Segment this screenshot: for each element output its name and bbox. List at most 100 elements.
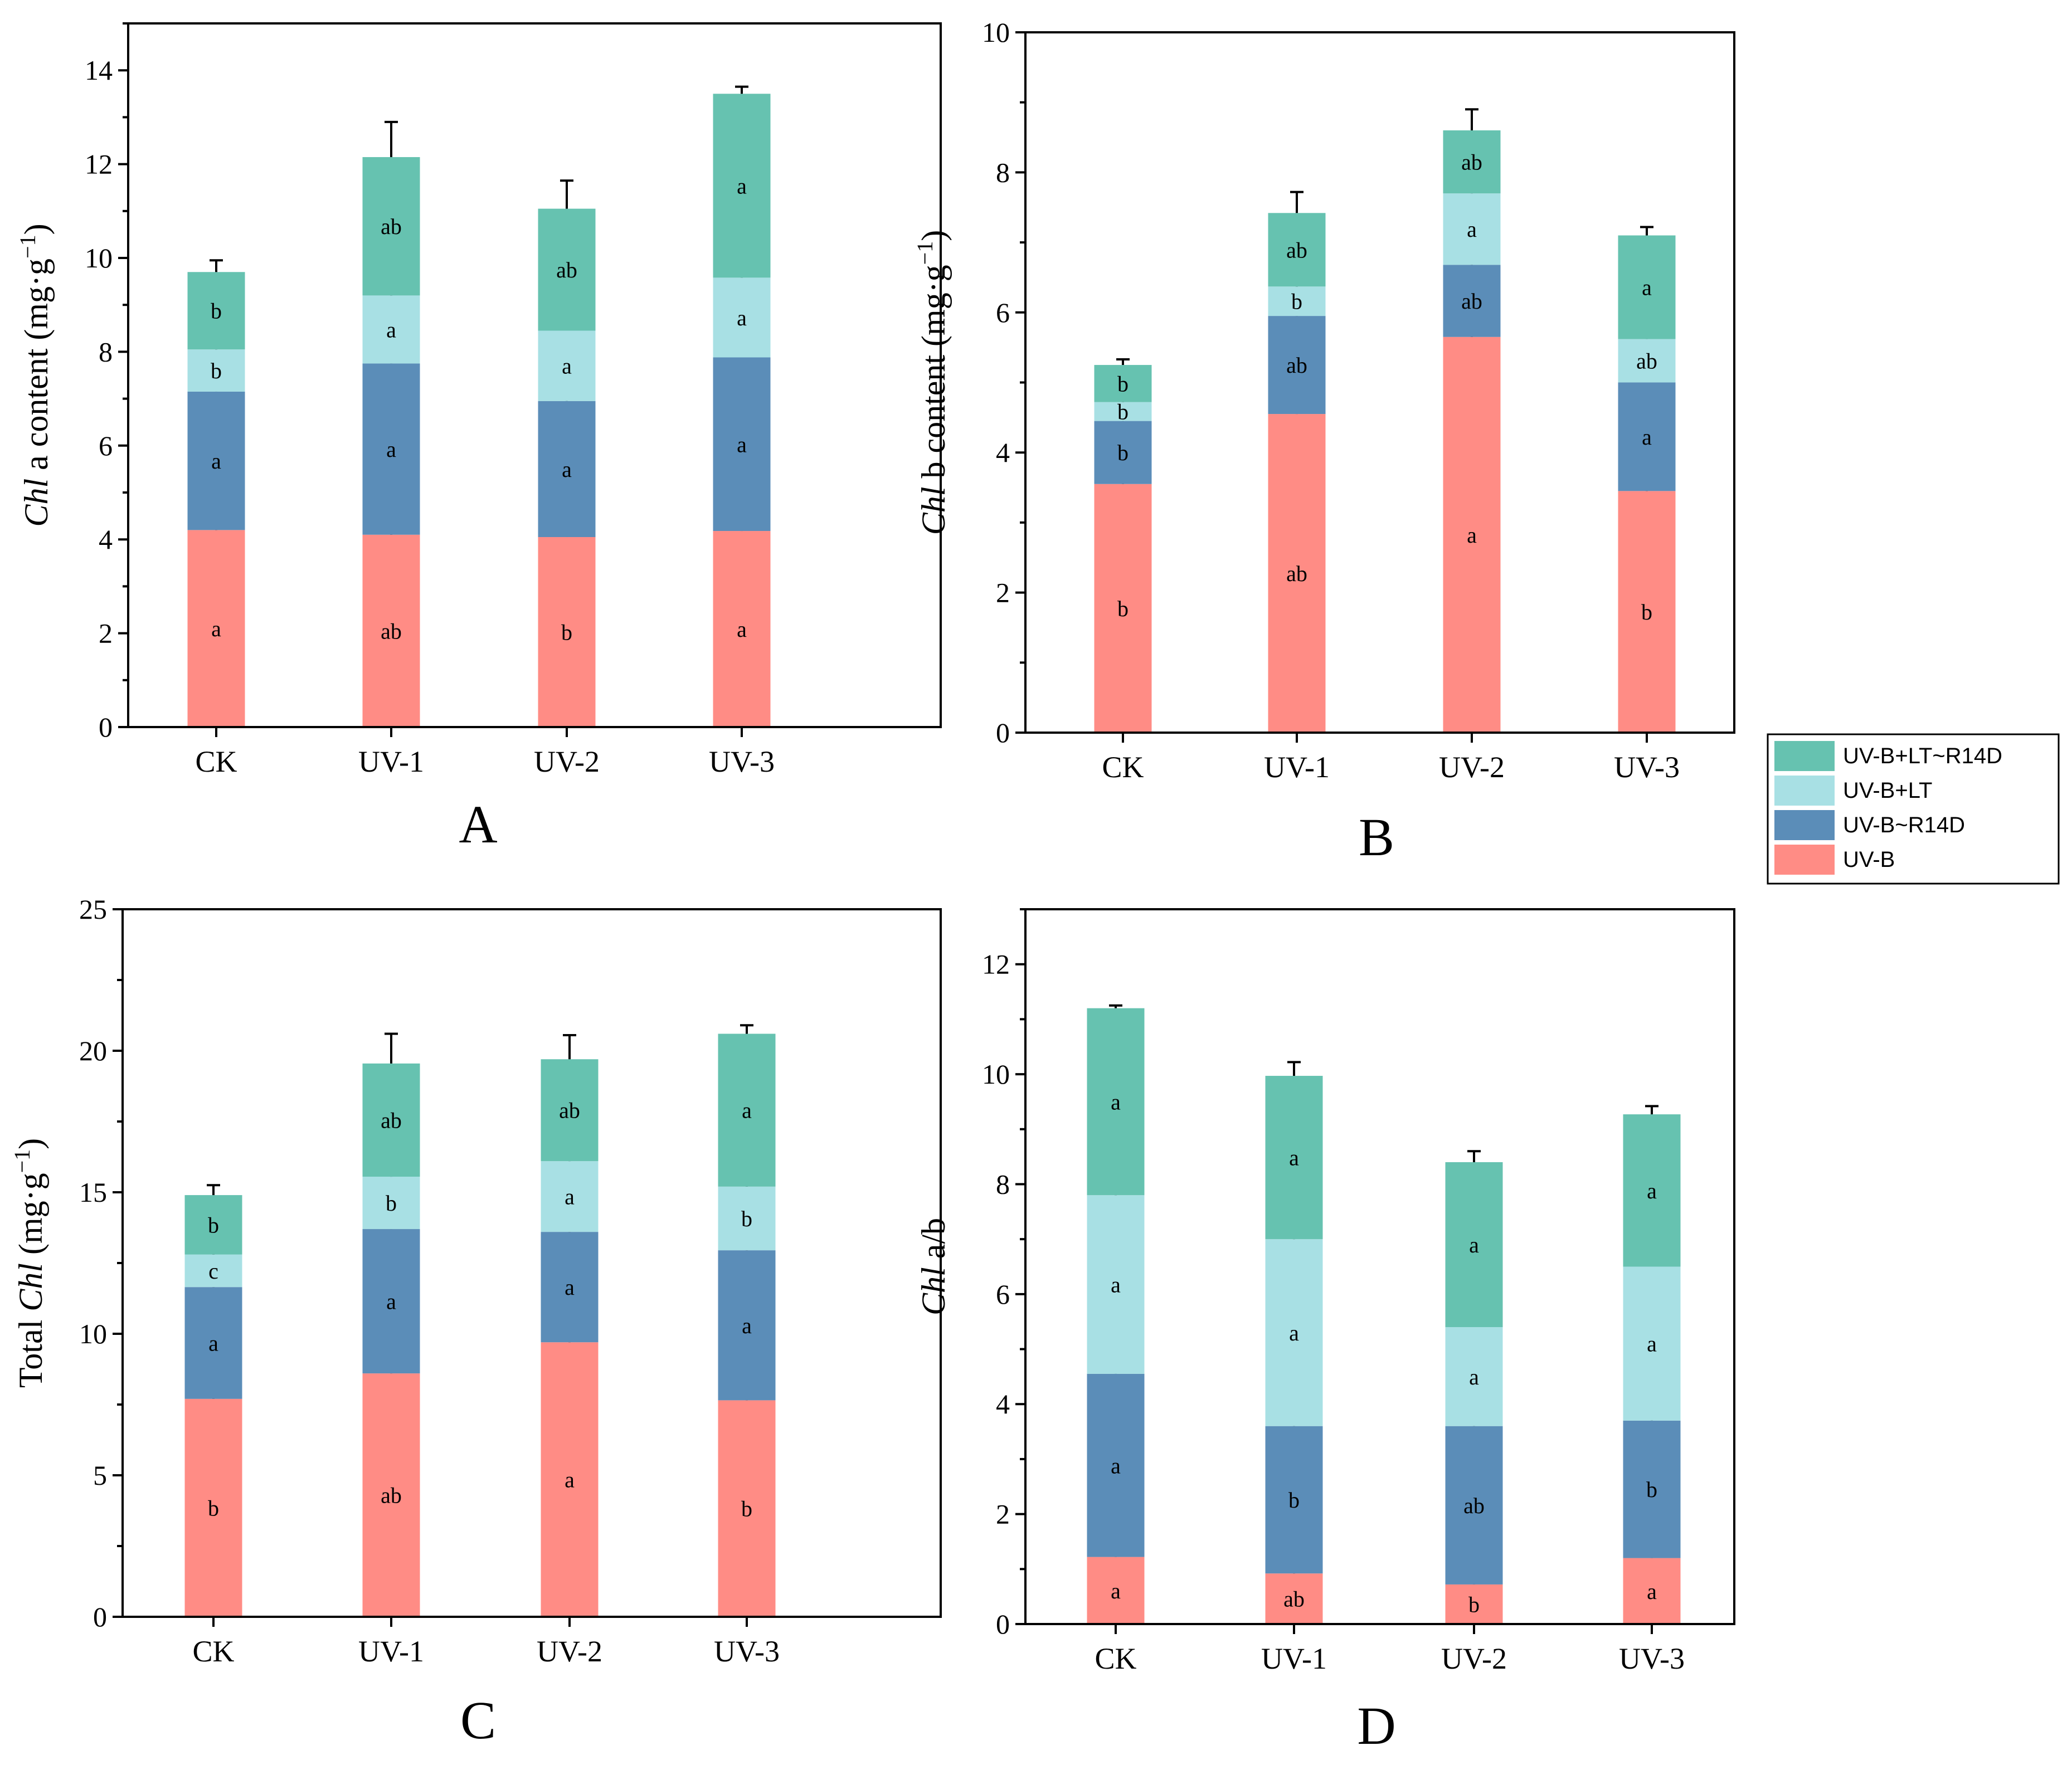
significance-letter: a — [742, 1098, 752, 1123]
bar-c-0-2 — [184, 1254, 242, 1288]
bar-a-3-3 — [713, 94, 771, 278]
bar-a-3-2 — [713, 277, 771, 358]
significance-letter: a — [1111, 1089, 1121, 1114]
x-tick-label: UV-2 — [1441, 1642, 1507, 1675]
significance-letter: ab — [1286, 237, 1307, 262]
x-tick-label: UV-2 — [537, 1635, 602, 1668]
significance-letter: ab — [1286, 353, 1307, 378]
legend-entry-label: UV-B — [1843, 847, 1895, 872]
y-tick-label: 8 — [996, 1168, 1010, 1200]
bar-d-3-0 — [1623, 1558, 1681, 1624]
significance-letter: a — [742, 1313, 752, 1338]
significance-letter: ab — [381, 618, 402, 643]
panel-letter: D — [1357, 1696, 1395, 1756]
bar-a-0-3 — [187, 272, 245, 350]
significance-letter: b — [1117, 596, 1129, 621]
significance-letter: ab — [1463, 1493, 1485, 1518]
bar-d-0-1 — [1087, 1373, 1145, 1557]
x-tick-label: UV-3 — [1614, 750, 1680, 784]
y-tick-label: 8 — [99, 336, 113, 367]
y-tick-label: 10 — [982, 1059, 1010, 1090]
significance-letter: ab — [1461, 150, 1482, 175]
y-axis-label: Chl a/b — [915, 1218, 952, 1315]
bar-a-2-2 — [538, 330, 596, 401]
significance-letter: b — [1641, 599, 1652, 625]
bar-d-0-3 — [1087, 1008, 1145, 1196]
panel-letter: C — [460, 1690, 496, 1750]
bar-c-0-1 — [184, 1287, 242, 1399]
significance-letter: a — [1647, 1332, 1657, 1357]
significance-letter: a — [565, 1184, 575, 1210]
bar-d-0-2 — [1087, 1195, 1145, 1374]
bar-a-1-1 — [362, 363, 420, 535]
significance-letter: b — [561, 620, 572, 645]
y-tick-label: 12 — [85, 149, 113, 180]
significance-letter: b — [741, 1206, 752, 1231]
significance-letter: ab — [381, 1483, 402, 1508]
significance-letter: a — [1469, 1364, 1479, 1389]
bar-a-2-0 — [538, 537, 596, 727]
significance-letter: c — [208, 1259, 218, 1284]
y-tick-label: 5 — [93, 1460, 107, 1491]
significance-letter: a — [1647, 1178, 1657, 1203]
significance-letter: a — [737, 432, 747, 457]
significance-letter: b — [1117, 371, 1129, 396]
x-tick-label: UV-2 — [534, 745, 600, 778]
bar-b-1-1 — [1268, 316, 1326, 415]
plot-frame — [127, 22, 942, 728]
bar-d-2-2 — [1445, 1327, 1503, 1426]
bar-a-3-0 — [713, 531, 771, 727]
bar-a-0-1 — [187, 391, 245, 530]
significance-letter: a — [1467, 523, 1477, 548]
bar-b-0-3 — [1094, 365, 1152, 402]
bar-c-1-2 — [362, 1177, 420, 1230]
significance-letter: ab — [559, 1098, 580, 1123]
bar-b-2-2 — [1443, 193, 1501, 265]
bar-c-0-3 — [184, 1195, 242, 1255]
y-axis-label: Chl a content (mg·g−1) — [15, 223, 55, 526]
significance-letter: b — [386, 1191, 397, 1216]
bar-d-3-1 — [1623, 1420, 1681, 1558]
y-tick-label: 4 — [99, 524, 113, 555]
significance-letter: b — [1291, 289, 1302, 314]
legend-entry-label: UV-B~R14D — [1843, 813, 1965, 837]
bar-d-3-3 — [1623, 1114, 1681, 1267]
x-tick-label: UV-1 — [358, 745, 424, 778]
x-tick-label: UV-3 — [1619, 1642, 1685, 1675]
y-tick-label: 0 — [996, 1608, 1010, 1640]
y-tick-label: 6 — [996, 1279, 1010, 1310]
x-tick-label: UV-2 — [1439, 750, 1505, 784]
significance-letter: b — [208, 1495, 219, 1520]
significance-letter: a — [562, 354, 572, 379]
significance-letter: ab — [556, 257, 577, 282]
significance-letter: a — [211, 448, 221, 474]
bar-c-0-0 — [184, 1398, 242, 1617]
bar-a-1-2 — [362, 295, 420, 364]
bar-d-2-3 — [1445, 1162, 1503, 1328]
significance-letter: a — [1111, 1578, 1121, 1603]
significance-letter: b — [211, 358, 222, 383]
bar-d-1-1 — [1265, 1426, 1323, 1574]
bar-d-1-3 — [1265, 1076, 1323, 1240]
bar-d-0-0 — [1087, 1557, 1145, 1624]
bar-a-2-1 — [538, 401, 596, 537]
x-tick-label: CK — [192, 1635, 234, 1668]
bar-b-2-1 — [1443, 265, 1501, 337]
y-tick-label: 0 — [99, 711, 113, 743]
significance-letter: ab — [1283, 1587, 1305, 1612]
bar-d-2-1 — [1445, 1426, 1503, 1584]
bar-d-2-0 — [1445, 1584, 1503, 1624]
bar-c-3-3 — [718, 1033, 776, 1187]
y-tick-label: 6 — [99, 430, 113, 461]
significance-letter: b — [1468, 1592, 1480, 1617]
significance-letter: b — [1117, 440, 1129, 465]
bar-a-1-3 — [362, 157, 420, 296]
bar-c-1-1 — [362, 1229, 420, 1374]
bar-c-3-1 — [718, 1250, 776, 1401]
plot-frame — [1024, 908, 1735, 1625]
significance-letter: a — [386, 317, 396, 342]
x-tick-label: UV-1 — [1261, 1642, 1327, 1675]
